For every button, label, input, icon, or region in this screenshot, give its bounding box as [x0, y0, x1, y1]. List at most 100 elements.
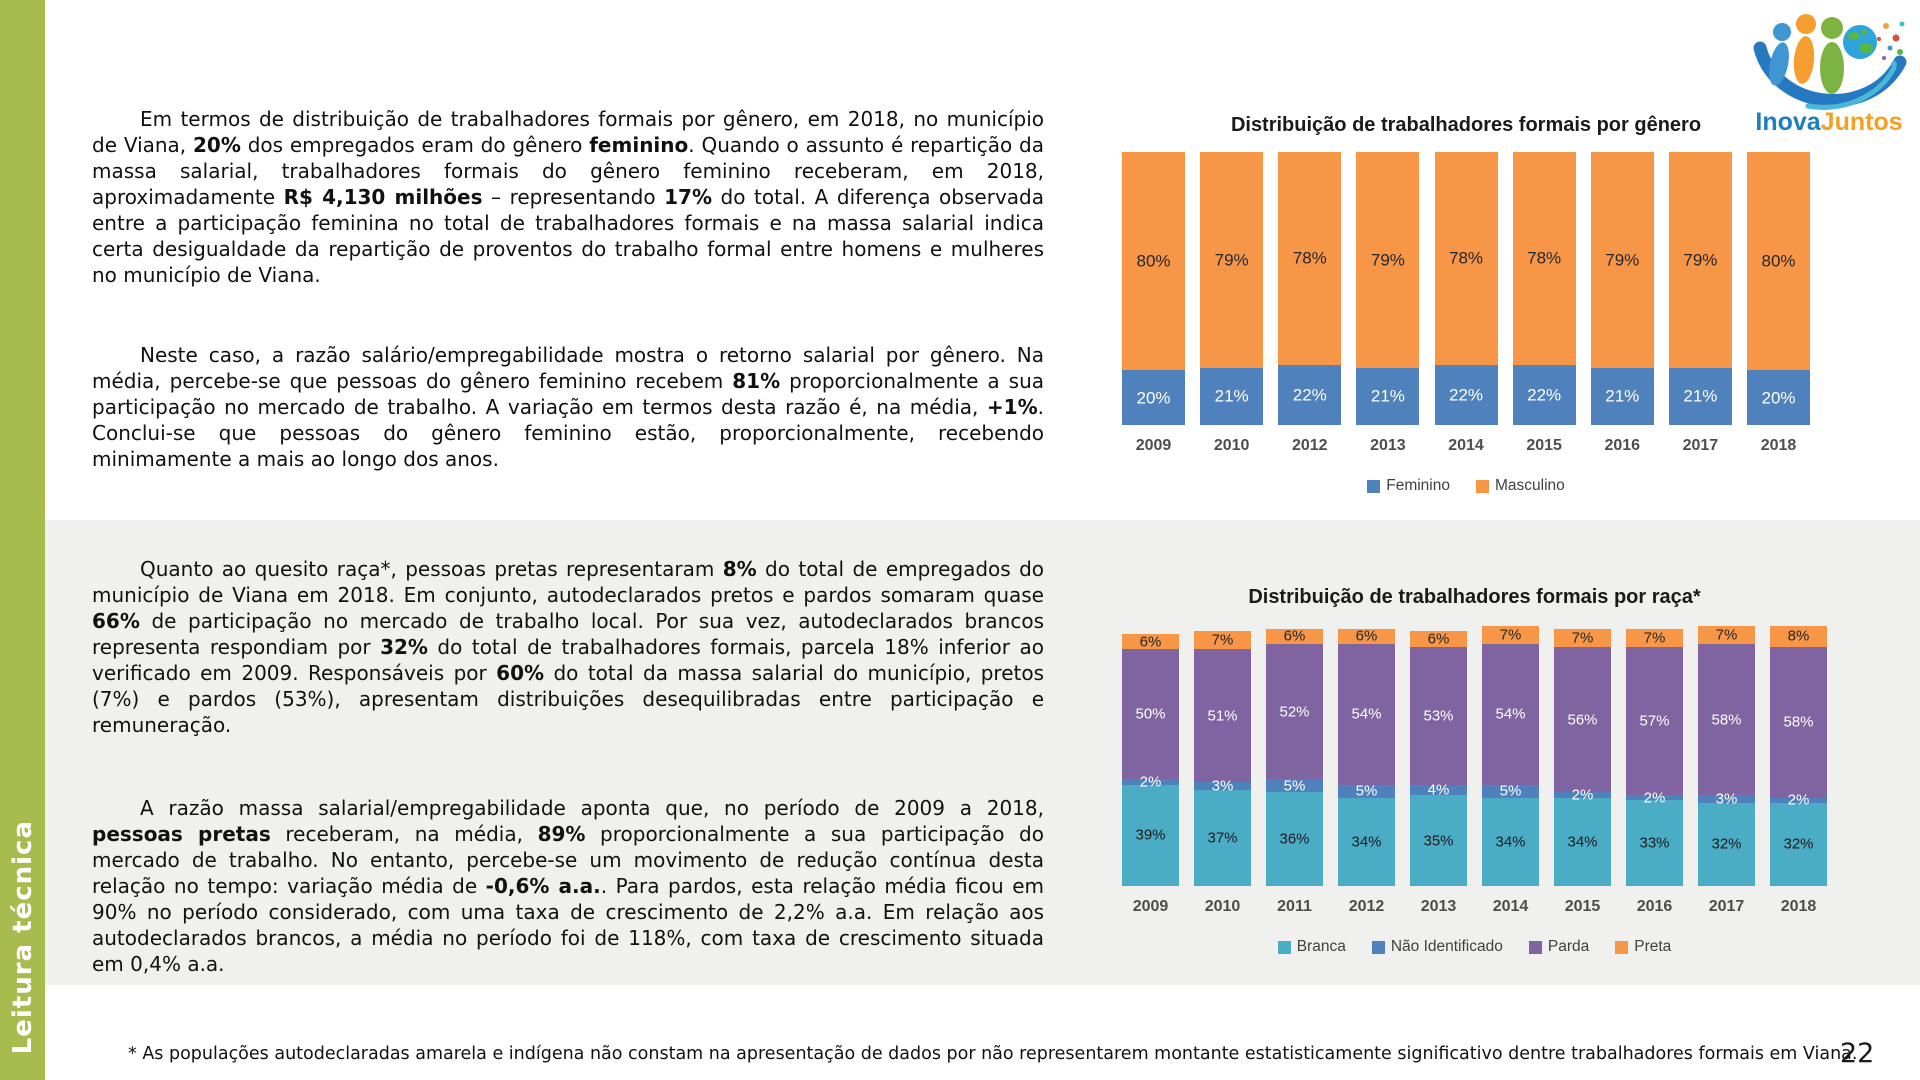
- year-label: 2012: [1291, 437, 1328, 454]
- segment-value-label: 20%: [1761, 388, 1796, 408]
- bar-segment: 79%: [1200, 152, 1264, 368]
- year-label: 2010: [1204, 898, 1241, 915]
- segment-value-label: 5%: [1283, 777, 1306, 795]
- segment-value-label: 7%: [1499, 626, 1522, 644]
- paragraph-4: A razão massa salarial/empregabilidade a…: [92, 795, 1044, 977]
- segment-value-label: 51%: [1207, 707, 1238, 725]
- year-label: 2010: [1213, 437, 1250, 454]
- segment-value-label: 5%: [1499, 782, 1522, 800]
- segment-value-label: 37%: [1207, 829, 1238, 847]
- stacked-bar-2017: 32% 3% 58% 7%: [1698, 626, 1755, 886]
- body-text: do total de empregados do município de V…: [92, 557, 1045, 607]
- segment-value-label: 6%: [1139, 633, 1162, 651]
- segment-value-label: 53%: [1423, 707, 1454, 725]
- segment-value-label: 6%: [1283, 627, 1306, 645]
- segment-value-label: 20%: [1136, 388, 1171, 408]
- legend-item: Parda: [1528, 938, 1589, 956]
- segment-value-label: 80%: [1136, 251, 1171, 271]
- segment-value-label: 34%: [1495, 833, 1526, 851]
- segment-value-label: 54%: [1351, 705, 1382, 723]
- stacked-bar-2018: 20% 80%: [1747, 152, 1810, 425]
- legend-swatch: [1371, 940, 1385, 954]
- segment-value-label: 32%: [1711, 835, 1742, 853]
- segment-value-label: 2%: [1787, 791, 1810, 809]
- paragraph-2: Neste caso, a razão salário/empregabilid…: [92, 342, 1044, 472]
- segment-value-label: 7%: [1211, 631, 1234, 649]
- segment-value-label: 34%: [1351, 833, 1382, 851]
- segment-value-label: 56%: [1567, 711, 1598, 729]
- inovajuntos-logo-mark: [1753, 14, 1907, 110]
- bar-segment: 2%: [1122, 775, 1179, 790]
- segment-value-label: 52%: [1279, 703, 1310, 721]
- legend-item: Feminino: [1367, 477, 1450, 495]
- stacked-bar-2016: 21% 79%: [1590, 152, 1654, 425]
- chart-gender-years: 2009 2010 2012 2013 2014 2015 2016 2017 2018: [1122, 437, 1810, 455]
- body-text: dos empregados eram do gênero: [240, 133, 590, 157]
- bar-segment: 22%: [1434, 364, 1498, 425]
- segment-value-label: 54%: [1495, 705, 1526, 723]
- bar-segment: 6%: [1122, 633, 1179, 651]
- chart-race-bars: 39% 2% 50% 6% 37% 3% 51% 7% 36% 5% 52% 6% 34% 5% 54% 6%…: [1122, 624, 1827, 886]
- page-number: 22: [1840, 1038, 1875, 1069]
- legend-swatch: [1528, 940, 1542, 954]
- body-text: Neste caso, a razão salário/empregabilid…: [92, 343, 1044, 393]
- inovajuntos-logo-text: InovaJuntos: [1746, 108, 1912, 137]
- bar-segment: 2%: [1770, 793, 1827, 808]
- stacked-bar-2015: 22% 78%: [1512, 152, 1576, 425]
- bar-segment: 54%: [1338, 644, 1395, 785]
- stacked-bar-2010: 21% 79%: [1200, 152, 1264, 425]
- segment-value-label: 7%: [1571, 629, 1594, 647]
- legend-label: Masculino: [1494, 477, 1565, 494]
- paragraph-1: Em termos de distribuição de trabalhador…: [92, 106, 1044, 288]
- bar-segment: 33%: [1626, 800, 1683, 886]
- segment-value-label: 2%: [1643, 789, 1666, 807]
- body-text: do total da massa salarial do município,…: [92, 661, 1045, 737]
- legend-item: Não Identificado: [1371, 938, 1503, 956]
- body-text: proporcionalmente a sua participação do …: [92, 822, 1044, 898]
- legend-label: Feminino: [1386, 477, 1450, 494]
- bar-segment: 78%: [1512, 152, 1576, 365]
- year-label: 2018: [1780, 898, 1817, 915]
- bar-segment: 21%: [1356, 367, 1420, 425]
- legend-label: Branca: [1296, 938, 1346, 955]
- bar-segment: 5%: [1482, 782, 1539, 800]
- highlighted-value: 8%: [722, 557, 757, 581]
- highlighted-value: 20%: [193, 133, 241, 157]
- stacked-bar-2015: 34% 2% 56% 7%: [1554, 628, 1611, 886]
- segment-value-label: 6%: [1355, 627, 1378, 645]
- year-label: 2018: [1760, 437, 1797, 454]
- highlighted-value: 17%: [664, 185, 712, 209]
- body-text: . Para pardos, esta relação média ficou …: [92, 874, 1045, 976]
- bar-segment: 32%: [1698, 802, 1755, 886]
- bar-segment: 39%: [1122, 784, 1179, 886]
- body-text: . Quando o assunto é repartição da massa…: [92, 133, 1045, 209]
- bar-segment: 2%: [1626, 790, 1683, 805]
- bar-segment: 20%: [1122, 370, 1185, 425]
- legend-item: Branca: [1277, 938, 1346, 956]
- bar-segment: 34%: [1482, 797, 1539, 886]
- inovajuntos-logo: InovaJuntos: [1746, 6, 1912, 137]
- bar-segment: 20%: [1747, 370, 1810, 425]
- bar-segment: 6%: [1410, 631, 1467, 647]
- bar-segment: 5%: [1338, 784, 1395, 799]
- paragraph-3: Quanto ao quesito raça*, pessoas pretas …: [92, 556, 1044, 738]
- stacked-bar-2018: 32% 2% 58% 8%: [1770, 626, 1827, 886]
- bar-segment: 34%: [1338, 797, 1395, 886]
- bar-segment: 32%: [1770, 802, 1827, 886]
- segment-value-label: 78%: [1527, 248, 1562, 268]
- bar-segment: 50%: [1122, 649, 1179, 780]
- bar-segment: 5%: [1266, 777, 1323, 795]
- segment-value-label: 3%: [1211, 777, 1234, 795]
- year-label: 2017: [1708, 898, 1745, 915]
- bar-segment: 3%: [1698, 791, 1755, 806]
- body-text: de participação no mercado de trabalho l…: [92, 609, 1044, 659]
- bar-segment: 80%: [1122, 152, 1185, 371]
- year-label: 2013: [1420, 898, 1457, 915]
- legend-swatch: [1277, 940, 1291, 954]
- bar-segment: 79%: [1590, 152, 1654, 368]
- stacked-bar-2011: 36% 5% 52% 6%: [1266, 627, 1323, 886]
- highlighted-value: 89%: [537, 822, 586, 846]
- body-text: – representando: [482, 185, 665, 209]
